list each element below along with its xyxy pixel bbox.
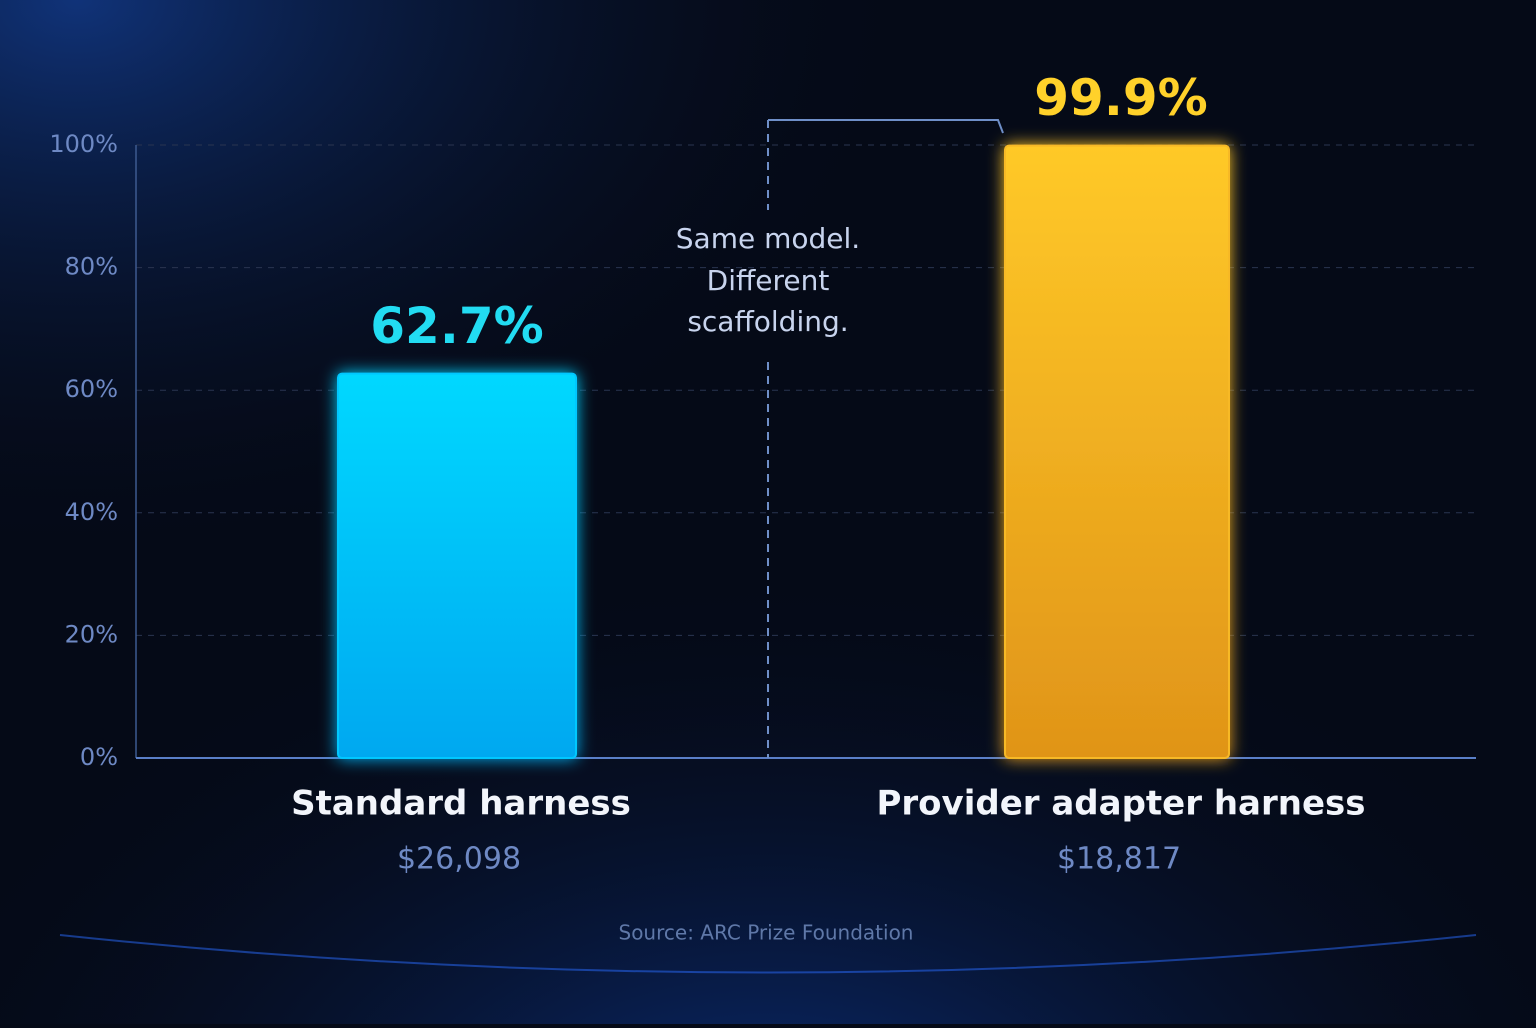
x-tick-label: Standard harness bbox=[291, 784, 631, 824]
y-tick-label: 40% bbox=[65, 498, 118, 526]
value-label: 99.9% bbox=[1034, 69, 1207, 127]
decor-arc bbox=[59, 934, 1477, 974]
x-tick-label: Provider adapter harness bbox=[877, 784, 1366, 824]
value-label: 62.7% bbox=[370, 297, 543, 355]
annotation: scaffolding. bbox=[687, 305, 848, 338]
bar bbox=[1004, 144, 1230, 760]
bar bbox=[337, 372, 577, 759]
source: Source: ARC Prize Foundation bbox=[619, 921, 914, 945]
y-tick-label: 60% bbox=[65, 375, 118, 403]
category-note: $26,098 bbox=[397, 842, 521, 877]
annotation: Different bbox=[707, 264, 830, 297]
y-tick-label: 80% bbox=[65, 253, 118, 281]
category-note: $18,817 bbox=[1057, 842, 1181, 877]
plot: 0% 20% 40% 60% 80% 100% 62.7% Standard harness $… bbox=[49, 69, 1476, 877]
y-tick-label: 100% bbox=[49, 130, 118, 158]
annotation: Same model. bbox=[676, 222, 860, 255]
y-tick-label: 20% bbox=[65, 620, 118, 648]
annotation-bracket bbox=[768, 119, 1004, 134]
y-tick-label: 0% bbox=[80, 743, 118, 771]
